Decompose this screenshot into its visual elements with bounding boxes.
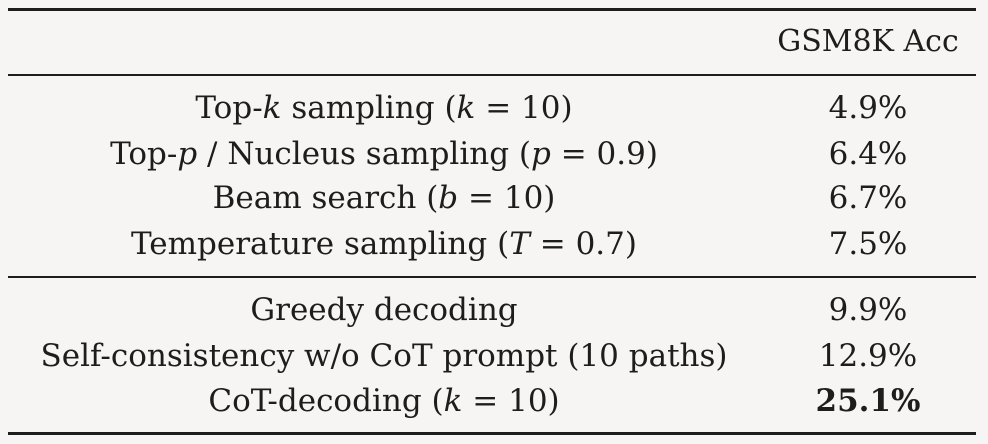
acc-beam-search: 6.7% [828, 180, 908, 216]
top-rule [8, 8, 976, 11]
header-metric: GSM8K Acc [777, 24, 959, 59]
method-top-k: Top-k sampling (k = 10) [195, 90, 573, 126]
method-top-p: Top-p / Nucleus sampling (p = 0.9) [110, 136, 658, 172]
method-cot-decoding: CoT-decoding (k = 10) [208, 383, 560, 419]
acc-greedy: 9.9% [828, 292, 908, 328]
acc-temperature: 7.5% [828, 226, 908, 262]
bottom-rule [8, 432, 976, 435]
header-rule [8, 74, 976, 76]
method-self-consistency: Self-consistency w/o CoT prompt (10 path… [40, 338, 728, 374]
acc-top-p: 6.4% [828, 136, 908, 172]
mid-rule [8, 276, 976, 278]
acc-self-consistency: 12.9% [818, 338, 918, 374]
acc-top-k: 4.9% [828, 90, 908, 126]
method-temperature: Temperature sampling (T = 0.7) [131, 226, 637, 262]
acc-cot-decoding: 25.1% [815, 383, 921, 419]
method-greedy: Greedy decoding [250, 292, 518, 328]
method-beam-search: Beam search (b = 10) [212, 180, 556, 216]
